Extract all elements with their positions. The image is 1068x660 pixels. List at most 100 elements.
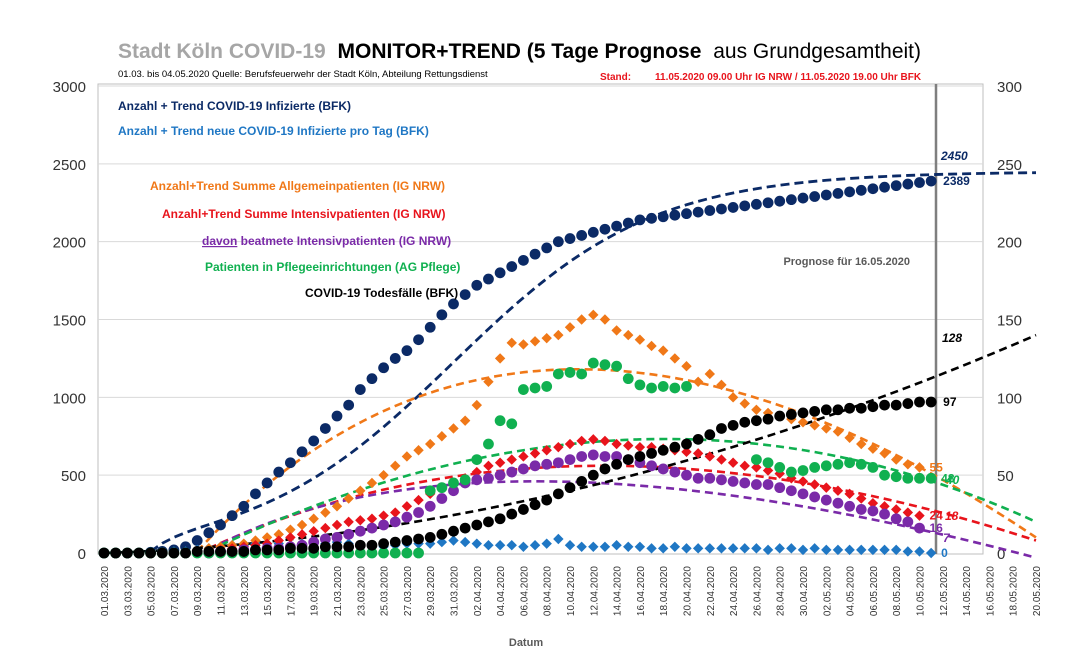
data-point — [599, 359, 611, 371]
data-point — [261, 477, 273, 489]
data-point — [564, 540, 576, 551]
prognose-value: 128 — [942, 331, 962, 345]
data-point — [471, 399, 482, 411]
data-point — [634, 214, 646, 226]
data-point — [552, 236, 564, 248]
data-point — [587, 469, 599, 481]
left-tick-label: 0 — [78, 546, 86, 563]
x-tick-label: 12.05.2020 — [939, 566, 950, 616]
data-point — [273, 466, 285, 478]
data-point — [459, 289, 471, 300]
data-point — [366, 477, 378, 489]
data-point — [250, 544, 261, 556]
data-point — [925, 472, 937, 484]
data-point — [471, 474, 483, 486]
data-point — [436, 431, 448, 442]
data-point — [436, 493, 448, 504]
prognose-value: 18 — [945, 509, 959, 523]
data-point — [657, 463, 669, 475]
data-point — [774, 195, 786, 207]
data-point — [879, 448, 890, 459]
data-point — [588, 434, 599, 445]
data-point — [319, 541, 331, 553]
x-tick-label: 01.03.2020 — [100, 566, 111, 616]
data-point — [867, 461, 879, 473]
data-point — [669, 382, 681, 394]
data-point — [832, 426, 844, 437]
data-point — [564, 322, 576, 333]
data-point — [110, 547, 122, 559]
x-tick-label: 13.03.2020 — [240, 566, 251, 616]
legend-intensivpatienten: Anzahl+Trend Summe Intensivpatienten (IG… — [162, 207, 445, 221]
data-point — [657, 381, 669, 392]
data-point — [448, 423, 459, 434]
data-point — [785, 485, 797, 497]
data-point — [727, 202, 739, 213]
data-point — [436, 536, 448, 548]
data-point — [273, 529, 284, 540]
left-tick-label: 2000 — [53, 235, 86, 252]
left-tick-label: 1000 — [53, 390, 86, 407]
data-point — [832, 404, 844, 416]
data-point — [506, 508, 518, 520]
end-label: 0 — [941, 546, 948, 560]
data-point — [354, 547, 366, 559]
data-point — [529, 382, 541, 394]
x-tick-label: 15.03.2020 — [263, 566, 274, 616]
x-tick-label: 12.04.2020 — [589, 566, 600, 616]
data-point — [879, 181, 890, 193]
data-point — [506, 466, 518, 478]
data-point — [890, 513, 902, 525]
data-point — [739, 543, 750, 554]
data-point — [494, 513, 506, 525]
data-point — [797, 476, 809, 487]
data-point — [716, 454, 727, 465]
data-point — [658, 345, 669, 356]
data-point — [331, 410, 343, 422]
data-point — [646, 212, 657, 224]
data-point — [471, 454, 483, 465]
data-point — [564, 454, 576, 465]
x-axis: 01.03.2020 03.03.2020 05.03.2020 07.03.2020… — [100, 566, 1043, 616]
data-point — [355, 485, 366, 496]
data-point — [692, 376, 704, 387]
data-point — [867, 505, 879, 517]
data-point — [401, 345, 413, 357]
data-point — [692, 433, 704, 445]
data-point — [506, 418, 518, 430]
data-point — [855, 504, 867, 515]
data-point — [483, 438, 494, 450]
data-point — [587, 226, 599, 238]
x-tick-label: 27.03.2020 — [403, 566, 414, 616]
data-point — [832, 458, 844, 470]
x-tick-label: 17.03.2020 — [286, 566, 297, 616]
data-point — [774, 482, 786, 494]
data-point — [856, 438, 867, 450]
data-point — [599, 541, 611, 552]
data-point — [774, 410, 786, 422]
data-point — [494, 469, 506, 481]
data-point — [762, 197, 774, 209]
data-point — [611, 438, 622, 450]
data-point — [611, 325, 622, 336]
data-point — [762, 457, 774, 469]
x-tick-label: 14.05.2020 — [962, 566, 973, 616]
data-point — [634, 441, 646, 453]
data-point — [588, 541, 599, 552]
data-point — [809, 420, 820, 431]
left-tick-label: 2500 — [53, 157, 86, 174]
data-point — [832, 497, 844, 509]
data-point — [448, 298, 459, 310]
data-point — [902, 398, 914, 409]
data-point — [529, 499, 541, 511]
left-axis: 0 500 1000 1500 2000 2500 3000 — [53, 79, 86, 563]
data-point — [494, 457, 506, 468]
data-point — [506, 454, 517, 465]
data-point — [215, 519, 226, 531]
data-point — [518, 541, 529, 552]
data-point — [518, 463, 529, 475]
data-point — [459, 536, 471, 548]
data-point — [844, 457, 855, 469]
end-label: 55 — [930, 460, 944, 474]
data-point — [518, 451, 529, 462]
